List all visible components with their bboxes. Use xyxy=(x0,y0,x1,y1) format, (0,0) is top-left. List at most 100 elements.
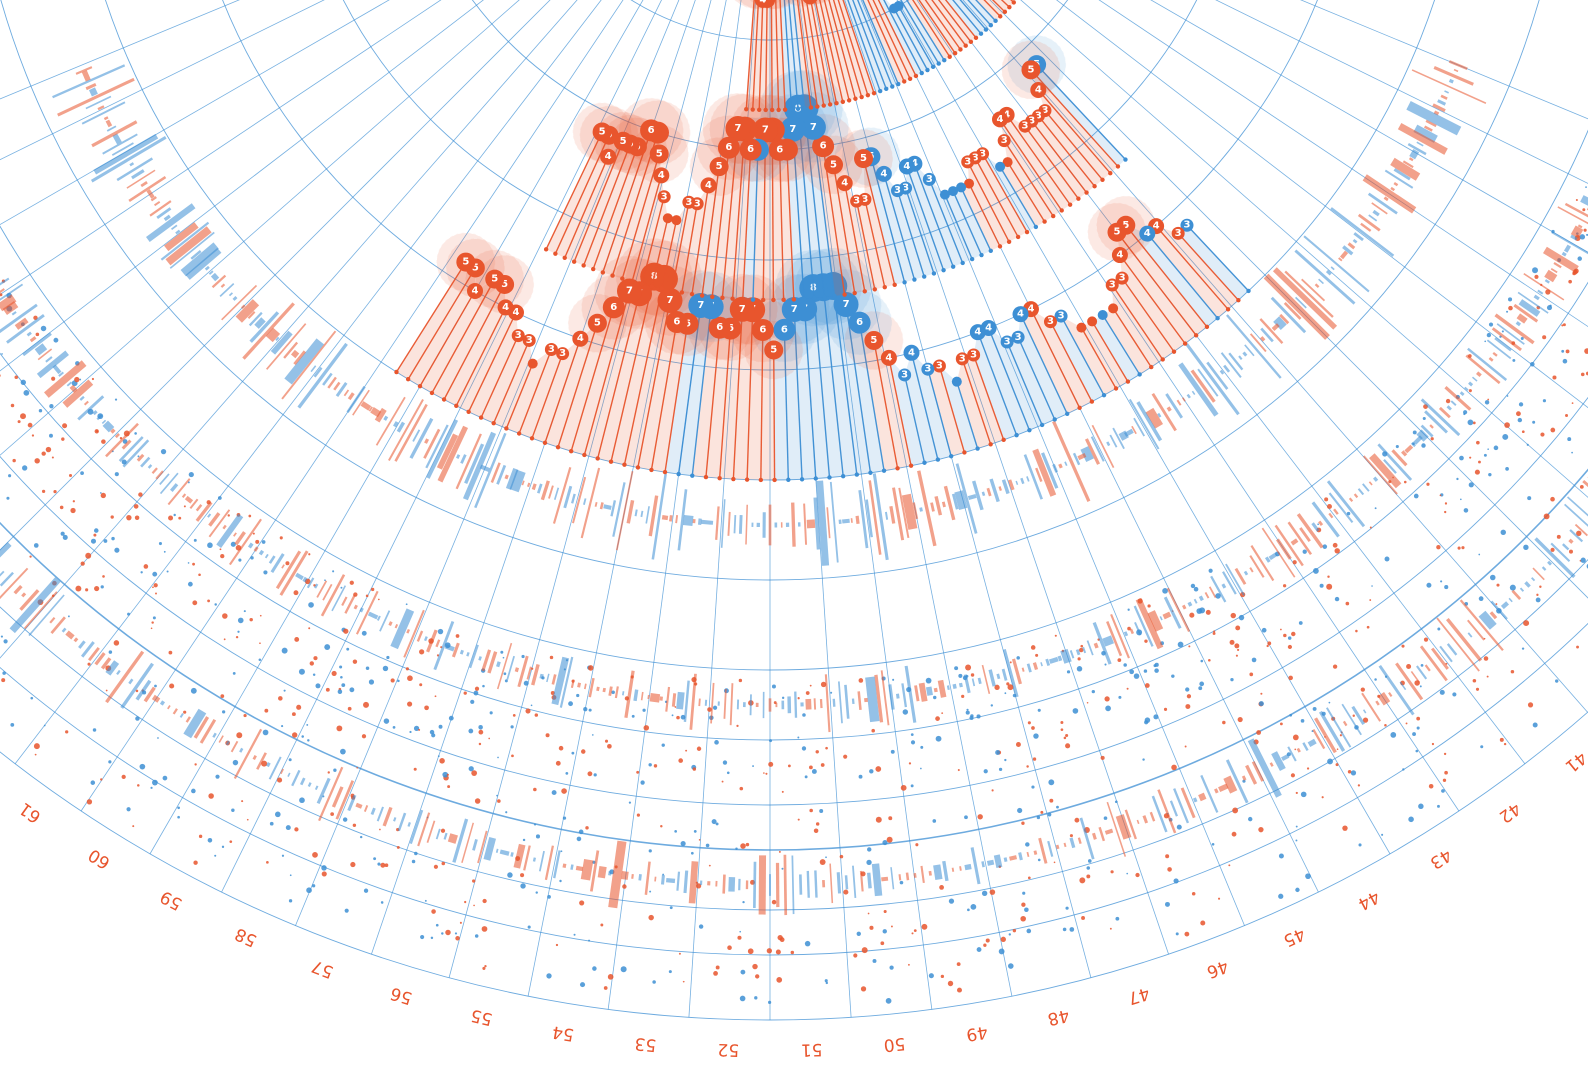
scatter-point xyxy=(1189,612,1195,618)
scatter-point xyxy=(1523,544,1529,551)
stem-base xyxy=(922,460,927,465)
bar-mark xyxy=(1186,393,1191,399)
bar-mark xyxy=(1180,787,1196,819)
scatter-point xyxy=(957,987,962,993)
bar-mark xyxy=(919,507,923,512)
grid-spoke xyxy=(0,0,551,551)
stem-line xyxy=(1125,224,1208,328)
scatter-point xyxy=(1546,305,1553,311)
stem-line xyxy=(721,128,739,298)
bar-mark xyxy=(26,331,32,337)
bar-mark xyxy=(1390,186,1396,192)
stem-base xyxy=(703,474,709,480)
scatter-point xyxy=(911,932,914,935)
scatter-point xyxy=(1127,608,1130,611)
scatter-point xyxy=(1422,416,1426,421)
bar-mark xyxy=(1351,705,1366,725)
scatter-point xyxy=(1436,545,1441,550)
scatter-point xyxy=(1576,530,1582,536)
band-segment xyxy=(532,338,581,443)
tick-label: 50 xyxy=(883,1033,906,1055)
bar-mark xyxy=(895,693,900,699)
band-segment xyxy=(651,218,677,289)
scatter-point xyxy=(497,799,501,803)
scatter-point xyxy=(1336,748,1339,751)
bar-mark xyxy=(146,189,155,199)
bead xyxy=(522,333,536,347)
stem-line xyxy=(832,164,856,294)
bar-mark xyxy=(45,356,53,363)
stem-line xyxy=(773,349,776,480)
stem-base xyxy=(834,101,839,106)
bead-value: 6 xyxy=(781,324,788,335)
band-segment xyxy=(897,188,934,277)
scatter-point xyxy=(872,958,877,963)
band-segment xyxy=(732,129,751,300)
bead xyxy=(456,252,476,272)
bar-mark xyxy=(993,854,1003,868)
scatter-point xyxy=(1568,279,1572,284)
stem-base xyxy=(859,94,864,100)
stem-base xyxy=(781,297,786,303)
bar-mark xyxy=(44,360,87,398)
bead xyxy=(572,330,589,347)
bar-mark xyxy=(313,583,319,589)
bar-mark xyxy=(1077,837,1082,844)
bar-mark xyxy=(665,686,671,712)
scatter-point xyxy=(1177,641,1184,648)
stem-base xyxy=(988,23,994,28)
bead-value: 4 xyxy=(502,302,509,313)
bar-mark xyxy=(1086,640,1094,656)
grid-lines xyxy=(0,0,1588,1021)
scatter-point xyxy=(431,909,436,914)
scatter-point xyxy=(386,655,390,660)
scatter-point xyxy=(80,561,85,566)
scatter-point xyxy=(769,739,773,743)
scatter-point xyxy=(27,422,33,428)
bar-mark xyxy=(29,336,37,343)
bar-mark xyxy=(105,119,113,128)
scatter-point xyxy=(1256,730,1262,735)
bead xyxy=(824,155,844,175)
bar-mark xyxy=(150,196,157,202)
bar-mark xyxy=(335,382,348,397)
bar-mark xyxy=(1302,742,1309,751)
scatter-point xyxy=(232,759,239,766)
scatter-point xyxy=(1345,601,1350,606)
band-segment xyxy=(747,309,763,480)
bar-mark xyxy=(597,866,607,879)
bar-mark xyxy=(222,524,227,530)
bar-mark xyxy=(496,642,513,690)
bar-mark xyxy=(928,870,932,876)
scatter-point xyxy=(520,873,525,878)
bead-value: 4 xyxy=(841,178,848,189)
scatter-point xyxy=(752,963,758,970)
bar-mark xyxy=(1453,68,1459,73)
scatter-point xyxy=(511,754,514,758)
band-segment xyxy=(873,0,916,79)
scatter-point xyxy=(103,539,108,543)
scatter-point xyxy=(1418,803,1424,809)
stem-base xyxy=(968,39,974,45)
scatter-point xyxy=(967,908,970,912)
scatter-point xyxy=(1171,764,1177,771)
scatter-point xyxy=(1384,723,1387,727)
stem-line xyxy=(1030,308,1081,409)
bar-mark xyxy=(855,515,860,524)
band-segment xyxy=(953,187,991,255)
scatter-point xyxy=(1539,585,1542,588)
scatter-point xyxy=(768,1000,772,1004)
bar-mark xyxy=(1023,454,1043,500)
bar-mark xyxy=(633,689,639,702)
stem-base xyxy=(865,92,871,98)
band-segment xyxy=(873,340,912,469)
stem-line xyxy=(1037,115,1096,187)
stem-line xyxy=(883,173,916,280)
scatter-point xyxy=(1066,670,1071,674)
band-segment xyxy=(612,132,660,279)
bar-mark xyxy=(905,872,910,881)
scatter-point xyxy=(1584,348,1588,354)
tick-label: 41 xyxy=(1561,747,1588,776)
scatter-point xyxy=(678,952,681,955)
scatter-point xyxy=(1027,876,1031,880)
